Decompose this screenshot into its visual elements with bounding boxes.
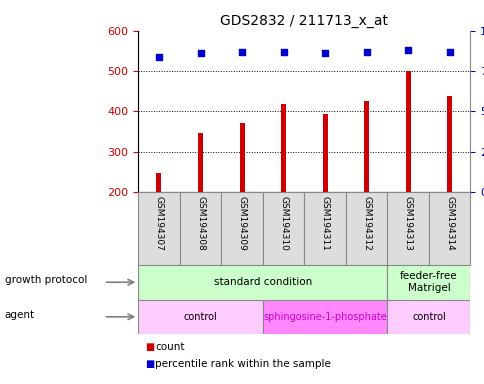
Bar [156,173,161,192]
Bar [428,192,469,265]
Bar [387,192,428,265]
Bar [262,192,303,265]
Bar [304,192,345,265]
Bar [322,114,327,192]
Bar [345,192,387,265]
Bar [221,192,262,265]
Bar [387,265,469,300]
Point [279,49,287,55]
Bar [180,192,221,265]
Point [238,49,245,55]
Text: GSM194307: GSM194307 [154,196,163,250]
Text: control: control [411,312,445,322]
Point [445,49,453,55]
Bar [239,122,244,192]
Title: GDS2832 / 211713_x_at: GDS2832 / 211713_x_at [220,14,388,28]
Text: GSM194314: GSM194314 [444,196,453,250]
Point [404,47,411,53]
Text: percentile rank within the sample: percentile rank within the sample [155,359,331,369]
Point [196,50,204,56]
Bar [363,101,368,192]
Bar [405,71,410,192]
Text: ■: ■ [145,342,154,352]
Bar [262,300,387,334]
Point [320,50,328,56]
Text: GSM194308: GSM194308 [196,196,205,250]
Text: GSM194311: GSM194311 [320,196,329,250]
Bar [387,300,469,334]
Text: control: control [183,312,217,322]
Point [362,49,370,55]
Text: feeder-free
Matrigel: feeder-free Matrigel [399,271,457,293]
Text: growth protocol: growth protocol [5,275,87,285]
Text: agent: agent [5,310,35,320]
Bar [138,265,387,300]
Text: sphingosine-1-phosphate: sphingosine-1-phosphate [263,312,386,322]
Bar [446,96,451,192]
Bar [138,192,180,265]
Text: ■: ■ [145,359,154,369]
Text: GSM194309: GSM194309 [237,196,246,250]
Point [155,53,163,60]
Bar [197,133,203,192]
Text: GSM194312: GSM194312 [362,196,370,250]
Bar [138,300,262,334]
Bar [281,104,286,192]
Text: GSM194310: GSM194310 [278,196,287,250]
Text: standard condition: standard condition [213,277,311,287]
Text: count: count [155,342,184,352]
Text: GSM194313: GSM194313 [403,196,412,250]
